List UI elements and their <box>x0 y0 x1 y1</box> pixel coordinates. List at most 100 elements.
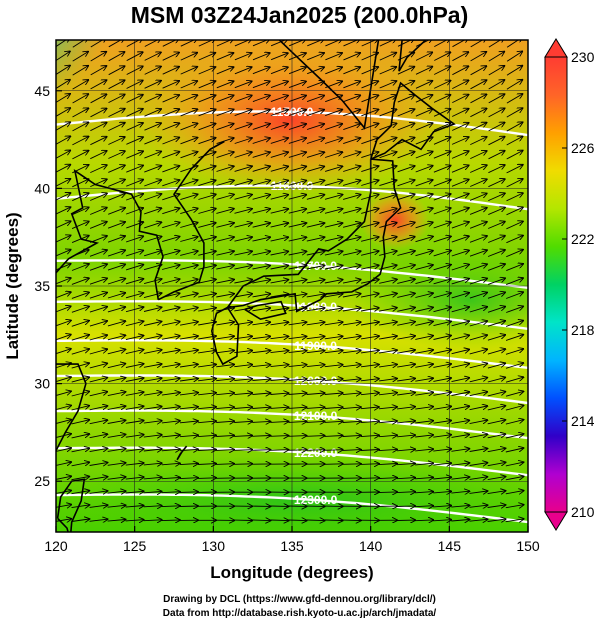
wind-arrow <box>397 364 415 367</box>
wind-arrow <box>433 166 451 173</box>
wind-arrow <box>72 193 88 202</box>
wind-arrow <box>89 519 108 521</box>
wind-arrow <box>89 293 107 299</box>
wind-arrow <box>107 321 125 327</box>
wind-arrow <box>107 477 126 479</box>
wind-arrow <box>506 250 523 258</box>
wind-arrow <box>270 393 288 394</box>
wind-arrow <box>90 151 106 160</box>
wind-arrow <box>469 250 487 257</box>
coastline <box>210 306 240 366</box>
wind-arrow <box>126 194 143 201</box>
wind-arrow <box>252 407 270 408</box>
wind-arrow <box>107 520 126 522</box>
wind-arrow <box>125 392 144 395</box>
wind-arrow <box>342 336 361 339</box>
wind-arrow <box>379 53 396 61</box>
wind-arrow <box>198 407 216 409</box>
wind-arrow <box>143 322 162 326</box>
wind-arrow <box>415 392 433 395</box>
wind-arrow <box>434 40 450 47</box>
wind-arrow <box>71 335 89 341</box>
wind-arrow <box>234 166 252 172</box>
wind-arrow <box>216 379 234 381</box>
chart-title: MSM 03Z24Jan2025 (200.0hPa) <box>130 2 469 28</box>
wind-arrow <box>487 363 505 369</box>
wind-arrow <box>433 222 451 229</box>
wind-arrow <box>71 505 90 508</box>
wind-arrow <box>342 265 361 270</box>
wind-arrow <box>125 406 144 409</box>
wind-arrow <box>433 66 450 75</box>
wind-arrow <box>433 506 451 507</box>
wind-arrow <box>470 165 487 173</box>
wind-arrow <box>288 209 306 214</box>
wind-arrow <box>306 266 325 270</box>
wind-arrow <box>505 335 523 341</box>
wind-arrow <box>325 81 342 89</box>
wind-arrow <box>288 379 307 381</box>
wind-arrow <box>162 95 180 103</box>
wind-arrow <box>415 180 433 187</box>
wind-arrow <box>361 166 378 173</box>
wind-arrow <box>469 434 488 437</box>
wind-arrow <box>306 450 325 451</box>
wind-arrow <box>343 166 360 172</box>
wind-arrow <box>108 52 125 62</box>
wind-arrow <box>71 250 89 257</box>
wind-arrow <box>488 165 504 174</box>
wind-arrow <box>216 407 234 409</box>
wind-arrow <box>342 180 360 186</box>
wind-arrow <box>397 180 415 187</box>
wind-arrow <box>270 152 288 158</box>
wind-arrow <box>306 280 325 283</box>
wind-arrow <box>415 137 433 145</box>
wind-arrow <box>234 138 252 144</box>
wind-arrow <box>216 53 234 61</box>
wind-arrow <box>488 208 505 216</box>
wind-arrow <box>451 364 470 369</box>
wind-arrow <box>56 52 70 62</box>
wind-arrow <box>161 378 180 381</box>
wind-arrow <box>470 52 487 62</box>
wind-arrow <box>342 365 361 367</box>
wind-arrow <box>252 308 270 311</box>
wind-arrow <box>89 321 107 327</box>
wind-arrow <box>487 406 506 411</box>
wind-arrow <box>270 209 289 214</box>
wind-arrow <box>433 265 451 271</box>
wind-arrow <box>379 322 397 325</box>
wind-arrow <box>252 67 270 75</box>
wind-arrow <box>216 336 234 339</box>
wind-arrow <box>216 40 234 47</box>
wind-arrow <box>434 81 450 89</box>
wind-arrow <box>487 420 506 425</box>
wind-arrow <box>360 365 379 367</box>
wind-arrow <box>379 152 397 159</box>
wind-arrow <box>71 236 89 244</box>
wind-arrow <box>198 279 216 284</box>
wind-arrow <box>162 237 179 243</box>
wind-arrow <box>379 138 397 145</box>
wind-arrow <box>125 265 143 271</box>
wind-arrow <box>107 392 126 397</box>
wind-arrow <box>434 52 450 61</box>
wind-arrow <box>433 123 451 131</box>
wind-arrow <box>71 278 89 285</box>
wind-arrow <box>487 477 506 480</box>
wind-arrow <box>162 223 179 229</box>
wind-arrow <box>288 251 307 256</box>
wind-arrow <box>107 378 126 383</box>
wind-arrow <box>179 464 198 465</box>
wind-arrow <box>234 251 252 256</box>
wind-arrow <box>108 80 125 90</box>
wind-arrow <box>216 280 234 284</box>
wind-arrow <box>107 349 126 355</box>
wind-arrow <box>288 336 307 338</box>
wind-arrow <box>161 364 180 367</box>
wind-arrow <box>126 222 143 229</box>
wind-arrow <box>415 166 433 173</box>
wind-arrow <box>397 279 415 284</box>
wind-arrow <box>379 124 397 131</box>
wind-arrow <box>108 137 124 145</box>
